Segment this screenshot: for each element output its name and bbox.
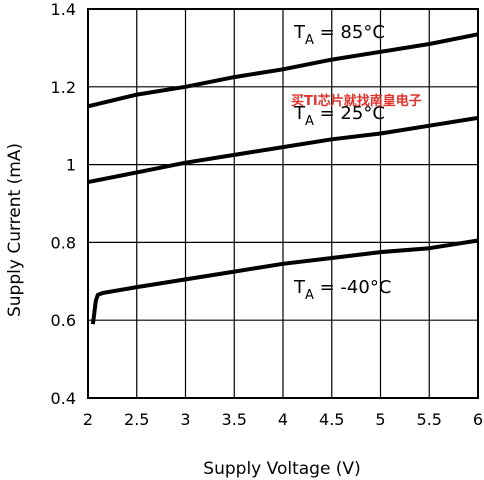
x-tick-label: 2 xyxy=(83,410,93,429)
series-annotations: TA = 85°C TA = 25°C TA = -40°C xyxy=(293,22,391,303)
y-tick-label: 0.6 xyxy=(51,311,76,330)
tick-labels: 2 2.5 3 3.5 4 4.5 5 5.5 6 0.4 0.6 0.8 1 1.2 1.4 xyxy=(51,0,484,429)
series-annotation-0: TA = 85°C xyxy=(293,22,385,48)
series-line-0 xyxy=(87,32,479,109)
y-tick-label: 1.4 xyxy=(51,0,76,19)
x-tick-label: 2.5 xyxy=(124,410,149,429)
x-tick-label: 4 xyxy=(278,410,288,429)
y-axis-title: Supply Current (mA) xyxy=(5,143,25,317)
plot-frame xyxy=(87,8,479,399)
x-tick-label: 6 xyxy=(473,410,483,429)
y-tick-label: 0.8 xyxy=(51,233,76,252)
x-tick-label: 5.5 xyxy=(417,410,442,429)
x-tick-label: 5 xyxy=(375,410,385,429)
x-axis-title: Supply Voltage (V) xyxy=(203,459,360,479)
series-line-1 xyxy=(87,115,479,185)
series-annotation-1: TA = 25°C xyxy=(293,103,385,129)
y-tick-label: 0.4 xyxy=(51,389,76,408)
x-tick-label: 3.5 xyxy=(222,410,247,429)
series-line-2 xyxy=(90,238,479,325)
series-annotation-2: TA = -40°C xyxy=(293,277,391,303)
x-tick-label: 3 xyxy=(180,410,190,429)
grid xyxy=(87,8,479,399)
watermark-text: 买TI芯片就找南皇电子 xyxy=(291,93,422,109)
series-lines xyxy=(87,32,479,325)
y-tick-label: 1 xyxy=(66,156,76,175)
y-tick-label: 1.2 xyxy=(51,78,76,97)
x-tick-label: 4.5 xyxy=(319,410,344,429)
